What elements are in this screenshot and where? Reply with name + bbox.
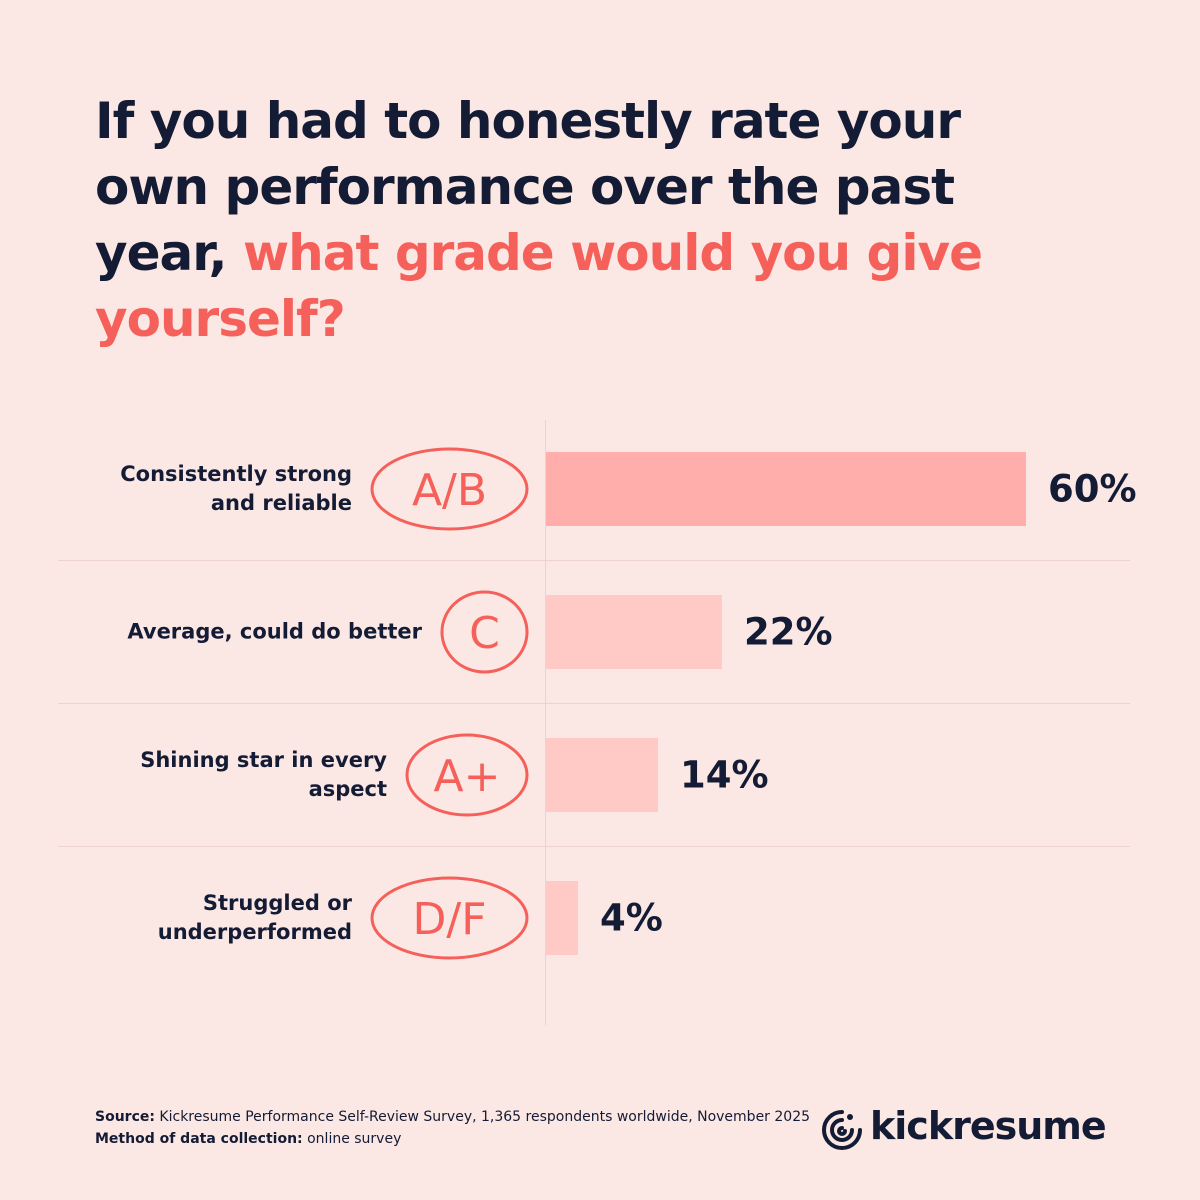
bar [546,881,578,955]
value-label: 22% [744,610,833,654]
grade-badge: D/F [370,876,529,960]
grade-text: A/B [412,465,487,516]
value-label: 60% [1048,467,1137,511]
grade-circle [370,447,529,531]
row-separator [58,560,1130,561]
footer: Source: Kickresume Performance Self-Revi… [95,1106,810,1150]
grade-circle [370,876,529,960]
row-separator [58,703,1130,704]
grade-text: D/F [412,894,486,945]
grade-badge: C [440,590,529,674]
brand-name: kickresume [870,1104,1107,1148]
grade-badge: A+ [405,733,529,817]
bar [546,595,722,669]
title-main: If you had to honestly rate your own per… [95,92,961,282]
brand-logo [822,1110,862,1150]
source-line: Source: Kickresume Performance Self-Revi… [95,1106,810,1128]
category-label: Shining star in every aspect [140,748,387,801]
category-label: Average, could do better [127,619,422,644]
source: Kickresume Performance Self-Review Surve… [159,1109,811,1125]
method-label: Method of data collection: [95,1131,303,1147]
grade-badge: A/B [370,447,529,531]
category-label: Consistently strong and reliable [120,462,352,515]
grade-text: A+ [434,751,501,802]
value-label: 4% [600,896,663,940]
category-label: Struggled or underperformed [157,891,352,944]
grade-circle [405,733,529,817]
row-separator [58,846,1130,847]
chart-title: If you had to honestly rate your own per… [95,88,1055,352]
method-line: Method of data collection: online survey [95,1128,810,1150]
grade-text: C [469,608,500,659]
bar [546,738,658,812]
grade-circle [440,590,529,674]
axis-line [545,420,546,1025]
method: online survey [307,1131,402,1147]
source-label: Source: [95,1109,155,1125]
bar [546,452,1026,526]
value-label: 14% [680,753,769,797]
title-highlight: what grade would you give yourself? [95,224,983,348]
